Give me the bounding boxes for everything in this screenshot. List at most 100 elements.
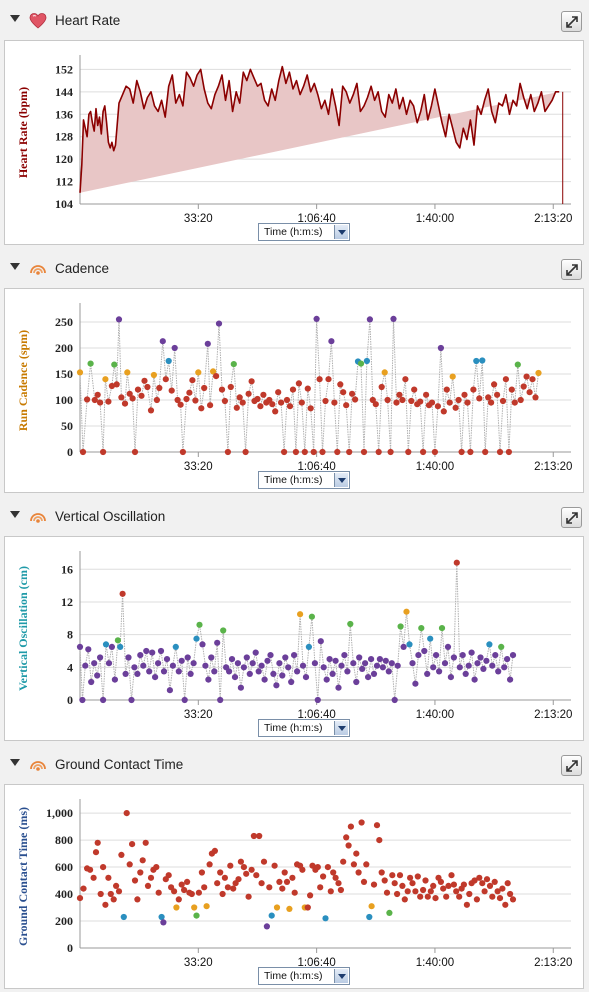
- data-point: [178, 881, 185, 888]
- data-point: [160, 919, 167, 926]
- collapse-arrow-icon[interactable]: [10, 263, 20, 270]
- data-point: [245, 390, 252, 397]
- expand-button[interactable]: [561, 755, 582, 776]
- data-point: [394, 890, 401, 898]
- data-point: [353, 678, 360, 686]
- x-axis-select[interactable]: Time (h:m:s): [258, 223, 350, 241]
- collapse-arrow-icon[interactable]: [10, 759, 20, 766]
- collapse-arrow-icon[interactable]: [10, 511, 20, 518]
- data-point: [389, 872, 396, 879]
- data-point: [80, 885, 87, 892]
- data-point: [288, 678, 295, 686]
- data-point: [409, 880, 416, 887]
- data-point: [317, 638, 324, 645]
- data-point: [462, 670, 469, 677]
- data-point: [376, 656, 383, 663]
- data-point: [488, 399, 495, 406]
- data-point: [486, 641, 493, 648]
- data-point: [124, 369, 131, 376]
- panel-title: Cadence: [55, 261, 110, 276]
- data-point: [334, 448, 341, 456]
- data-point: [82, 662, 89, 669]
- data-point: [264, 657, 271, 664]
- data-point: [489, 893, 496, 900]
- data-point: [203, 903, 210, 910]
- data-point: [250, 832, 257, 840]
- data-point: [174, 396, 181, 404]
- data-point: [230, 885, 237, 892]
- data-point: [155, 660, 162, 667]
- data-point: [384, 396, 391, 404]
- panel-header: Vertical Oscillation: [0, 496, 589, 532]
- data-point: [313, 315, 320, 322]
- x-axis-select[interactable]: Time (h:m:s): [258, 471, 350, 489]
- expand-button[interactable]: [561, 11, 582, 32]
- data-point: [529, 376, 536, 383]
- data-point: [115, 888, 123, 895]
- data-point: [331, 399, 338, 406]
- data-point: [428, 399, 436, 406]
- data-point: [92, 849, 100, 856]
- data-point: [535, 369, 542, 377]
- data-point: [494, 888, 501, 895]
- data-point: [406, 641, 413, 648]
- data-point: [460, 881, 467, 888]
- data-point: [177, 401, 184, 408]
- data-point: [486, 882, 494, 889]
- data-point: [505, 448, 512, 456]
- data-point: [340, 389, 347, 396]
- data-point: [436, 668, 443, 675]
- data-point: [91, 396, 98, 404]
- data-point: [329, 670, 336, 677]
- data-point: [393, 399, 400, 406]
- data-point: [257, 403, 264, 410]
- data-point: [378, 869, 385, 876]
- data-point: [100, 696, 107, 704]
- data-point: [437, 878, 444, 885]
- data-point: [242, 448, 249, 456]
- x-axis-select[interactable]: Time (h:m:s): [258, 719, 350, 737]
- y-tick-label: 0: [67, 941, 73, 955]
- data-point: [399, 396, 406, 404]
- vertical-oscillation-chart: 0 4 8 12 16 33:20 1:06:40 1:40:00 2:13:20 Vertica…: [16, 551, 572, 721]
- data-point: [285, 664, 292, 671]
- data-point: [305, 643, 312, 650]
- data-point: [335, 880, 342, 887]
- data-point: [191, 904, 198, 911]
- data-point: [415, 652, 422, 659]
- data-point: [404, 888, 411, 895]
- data-point: [195, 889, 202, 896]
- data-point: [502, 376, 509, 383]
- data-point: [302, 674, 310, 681]
- data-point: [476, 395, 483, 402]
- x-tick-label: 1:06:40: [297, 709, 335, 721]
- data-point: [141, 377, 148, 384]
- expand-button[interactable]: [561, 259, 582, 280]
- data-point: [477, 654, 484, 661]
- data-point: [466, 890, 473, 898]
- data-point: [291, 889, 298, 896]
- x-tick-label: 1:06:40: [297, 461, 335, 473]
- data-point: [283, 878, 291, 885]
- expand-button[interactable]: [561, 507, 582, 528]
- data-point: [128, 696, 135, 704]
- data-point: [357, 360, 365, 367]
- data-point: [294, 668, 301, 675]
- data-point: [131, 448, 139, 456]
- data-point: [360, 878, 368, 885]
- collapse-arrow-icon[interactable]: [10, 15, 20, 22]
- data-point: [76, 895, 84, 902]
- data-point: [491, 878, 498, 885]
- data-point: [514, 361, 521, 368]
- data-point: [252, 649, 259, 656]
- data-point: [147, 407, 155, 414]
- data-point: [289, 874, 296, 881]
- y-tick-label: 600: [55, 860, 73, 874]
- y-tick-label: 0: [67, 693, 73, 707]
- data-point: [422, 877, 429, 884]
- data-point: [476, 874, 483, 881]
- data-point: [458, 448, 465, 456]
- data-point: [199, 641, 206, 648]
- data-point: [275, 389, 282, 396]
- x-axis-select[interactable]: Time (h:m:s): [258, 967, 350, 985]
